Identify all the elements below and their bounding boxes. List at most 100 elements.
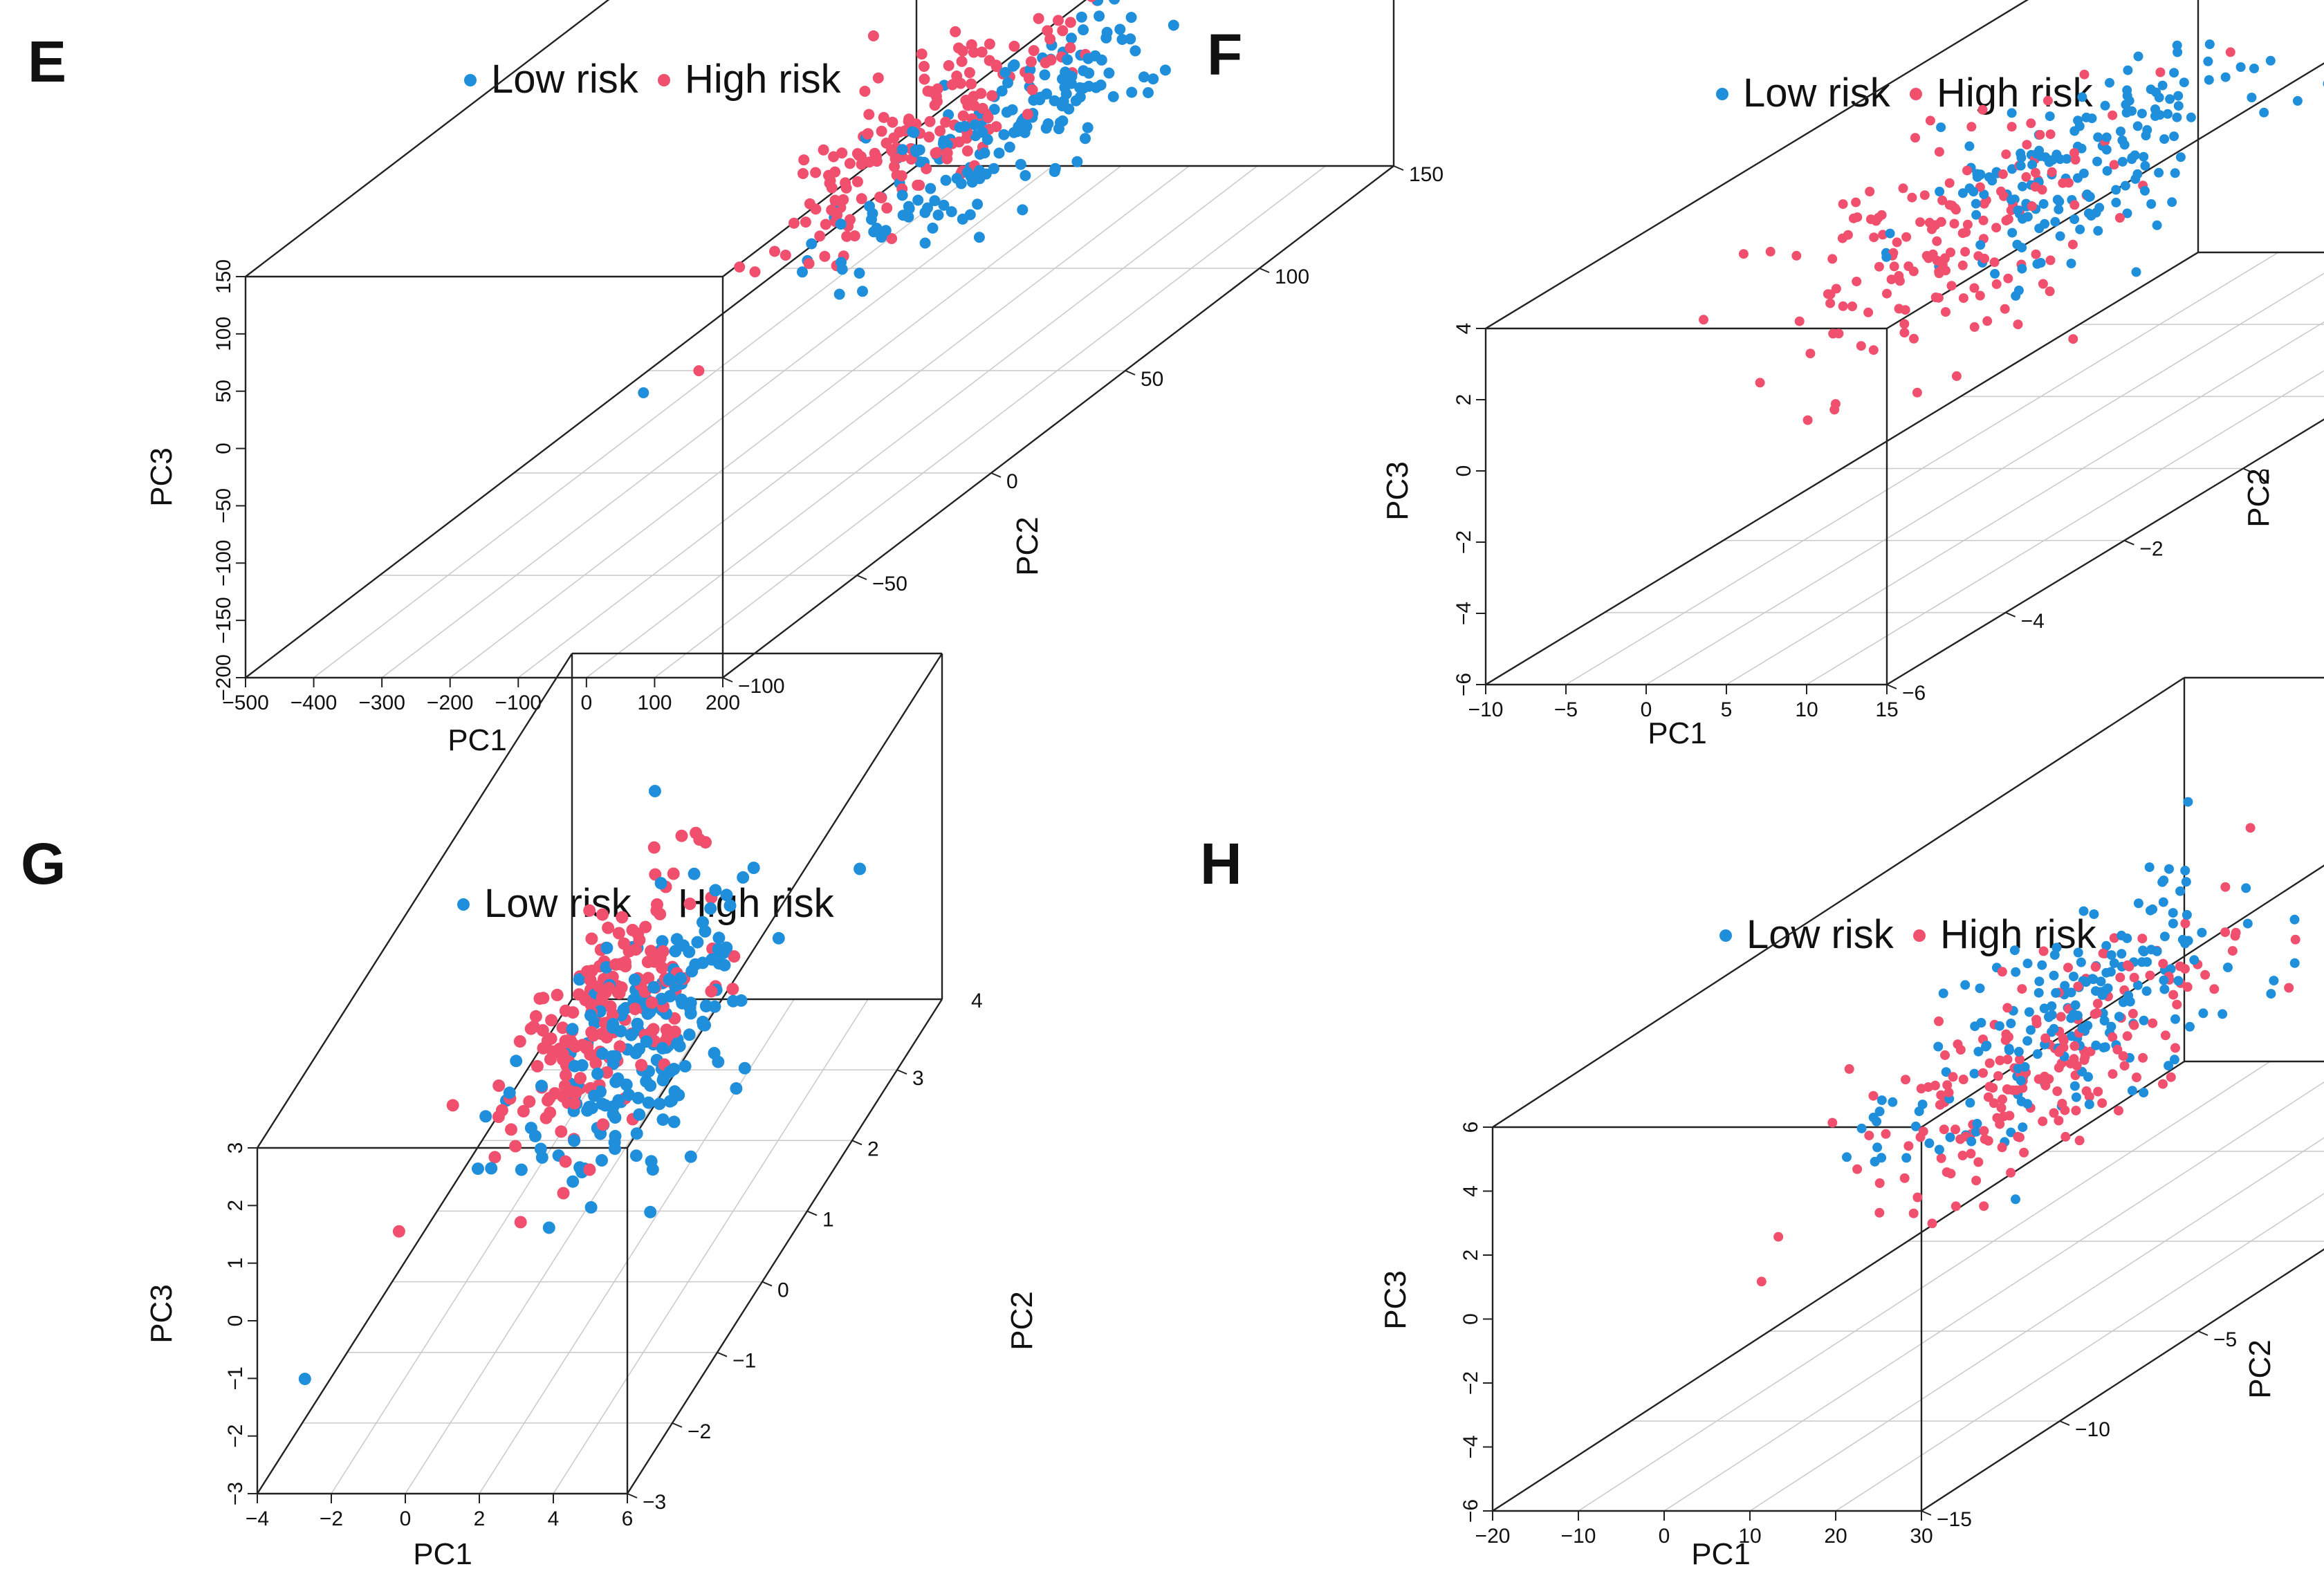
panel-g: G Low risk High risk −4 −2 0 2 4 6 −3 −2 −1 0 1 2 3 4 −3 −… <box>21 652 1039 1571</box>
data-point-low-risk <box>2116 930 2127 940</box>
data-point-high-risk <box>2079 69 2090 80</box>
data-point-high-risk <box>2045 255 2056 266</box>
data-point-low-risk <box>617 1003 630 1017</box>
y-tick-label: 0 <box>1006 470 1018 493</box>
data-point-high-risk <box>2108 1069 2118 1079</box>
data-point-high-risk <box>1874 1178 1885 1188</box>
data-point-low-risk <box>2084 1099 2094 1109</box>
data-point-low-risk <box>1975 240 1986 250</box>
data-point-low-risk <box>2120 180 2130 191</box>
data-point-low-risk <box>2011 1194 2020 1205</box>
x-tick-label: 30 <box>1910 1525 1933 1548</box>
data-point-high-risk <box>1948 1072 1958 1082</box>
data-point-high-risk <box>488 1151 501 1164</box>
data-point-high-risk <box>2015 1055 2025 1065</box>
x-tick-label: −20 <box>1475 1525 1511 1548</box>
data-point-high-risk <box>849 230 860 242</box>
data-point-high-risk <box>2168 990 2179 1000</box>
data-point-high-risk <box>2037 185 2047 195</box>
data-point-high-risk <box>2069 1041 2080 1051</box>
data-point-high-risk <box>856 193 867 205</box>
data-point-low-risk <box>2197 927 2207 938</box>
data-point-low-risk <box>2164 1061 2174 1071</box>
data-point-low-risk <box>970 130 981 142</box>
data-point-high-risk <box>840 177 851 189</box>
data-point-low-risk <box>1917 1099 1928 1110</box>
data-point-low-risk <box>2141 986 2152 996</box>
axis-box <box>1484 0 2324 686</box>
data-point-high-risk <box>728 950 741 963</box>
data-point-low-risk <box>2289 958 2300 968</box>
data-point-low-risk <box>2163 109 2173 119</box>
data-point-high-risk <box>2006 1167 2016 1178</box>
data-point-low-risk <box>1024 64 1036 75</box>
data-point-low-risk <box>747 862 760 874</box>
grid-line-x <box>553 999 869 1494</box>
z-tick-label: −50 <box>212 488 235 523</box>
data-point-low-risk <box>2055 231 2065 241</box>
data-point-high-risk <box>984 38 995 50</box>
data-point-low-risk <box>969 119 981 131</box>
data-point-low-risk <box>584 1201 598 1214</box>
data-point-high-risk <box>1064 42 1076 53</box>
data-point-high-risk <box>2052 1086 2063 1096</box>
y-tick <box>1886 684 1897 689</box>
y-tick <box>722 677 733 683</box>
data-point-low-risk <box>1972 1119 1982 1129</box>
data-point-low-risk <box>667 1063 681 1075</box>
data-point-high-risk <box>1889 261 1899 272</box>
data-point-low-risk <box>683 1028 696 1041</box>
y-tick <box>990 472 1002 478</box>
y-tick <box>2005 611 2016 618</box>
data-point-low-risk <box>2004 1045 2014 1055</box>
data-point-low-risk <box>2073 947 2083 958</box>
data-point-high-risk <box>2031 1014 2041 1025</box>
data-point-high-risk <box>2013 319 2023 330</box>
data-point-low-risk <box>2170 1014 2180 1024</box>
data-point-high-risk <box>596 1118 609 1131</box>
data-point-high-risk <box>667 867 680 880</box>
data-point-high-risk <box>1847 301 1857 311</box>
data-point-low-risk <box>2173 976 2184 986</box>
data-point-high-risk <box>2045 129 2056 140</box>
data-point-low-risk <box>2142 957 2152 967</box>
data-point-high-risk <box>2068 334 2078 344</box>
data-point-low-risk <box>2103 983 2113 994</box>
data-point-high-risk <box>943 59 954 71</box>
data-point-low-risk <box>2168 918 2178 929</box>
data-point-low-risk <box>2054 204 2064 214</box>
data-point-low-risk <box>2101 132 2112 142</box>
box-edge <box>626 999 943 1494</box>
data-point-high-risk <box>2245 823 2256 833</box>
data-point-high-risk <box>1899 328 1910 338</box>
data-point-high-risk <box>1008 40 1020 52</box>
data-point-low-risk <box>2101 145 2112 155</box>
data-point-high-risk <box>2108 1032 2118 1042</box>
grid-line-x <box>654 165 1326 678</box>
data-point-low-risk <box>2069 972 2078 982</box>
grid-line-x <box>381 165 1053 678</box>
data-point-low-risk <box>772 931 785 945</box>
data-point-low-risk <box>2123 990 2134 1001</box>
data-point-low-risk <box>2111 185 2121 195</box>
data-point-low-risk <box>1060 66 1071 78</box>
data-point-high-risk <box>1997 1142 2007 1153</box>
data-point-high-risk <box>1936 1153 1946 1163</box>
data-point-low-risk <box>684 996 697 1010</box>
data-point-high-risk <box>2080 1052 2090 1062</box>
data-point-low-risk <box>1083 80 1095 92</box>
data-point-high-risk <box>2063 963 2073 973</box>
data-point-low-risk <box>479 1110 492 1123</box>
z-tick-label: 100 <box>212 317 235 351</box>
data-point-high-risk <box>1993 1071 2003 1081</box>
data-point-high-risk <box>990 121 1002 133</box>
z-axis-title: PC3 <box>145 447 178 507</box>
data-point-low-risk <box>584 1009 597 1022</box>
data-point-low-risk <box>631 1091 645 1104</box>
data-point-low-risk <box>2220 72 2231 82</box>
legend-label-low-risk: Low risk <box>484 881 632 926</box>
y-tick-label: 3 <box>912 1067 924 1090</box>
data-point-high-risk <box>1940 253 1950 263</box>
data-point-high-risk <box>2158 958 2168 969</box>
data-point-high-risk <box>1939 1124 1949 1135</box>
